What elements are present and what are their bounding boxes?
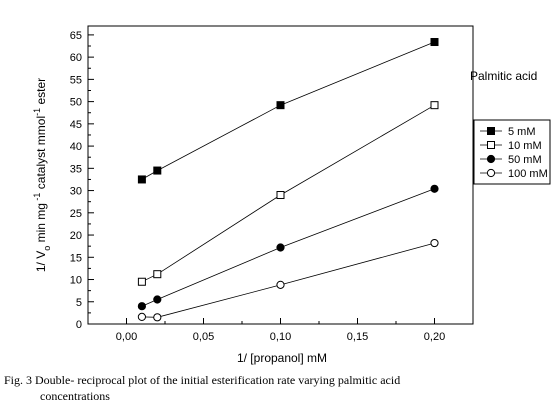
figure-caption: Fig. 3 Double- reciprocal plot of the in… xyxy=(4,372,544,404)
series-1 xyxy=(137,38,439,184)
legend-title: Palmitic acid xyxy=(470,69,537,83)
y-tick-label: 50 xyxy=(70,97,82,109)
y-axis-title-part-c: catalyst mmol xyxy=(34,116,48,193)
y-axis-ticks: 0 5 10 15 20 25 30 35 40 45 50 55 60 65 xyxy=(70,30,94,331)
y-axis-title-sub: o xyxy=(42,246,52,251)
y-tick-label: 60 xyxy=(70,52,82,64)
y-axis-title-part-b: min mg xyxy=(34,203,48,246)
series-line xyxy=(141,188,435,307)
legend-label: 5 mM xyxy=(508,126,536,138)
y-tick-label: 30 xyxy=(70,186,82,198)
series-line xyxy=(141,41,435,180)
figure-caption-line2: concentrations xyxy=(40,389,110,403)
legend-marker xyxy=(486,154,496,164)
data-point xyxy=(276,280,285,289)
x-tick-label: 0,15 xyxy=(347,331,368,343)
y-axis-title-part-d: ester xyxy=(34,78,48,108)
series-layer xyxy=(137,38,439,322)
y-axis-title: 1/ Vo min mg -1 catalyst mmol-1 ester xyxy=(32,78,52,272)
data-point xyxy=(430,184,439,193)
x-tick-label: 0,20 xyxy=(424,331,445,343)
figure-caption-line1: Fig. 3 Double- reciprocal plot of the in… xyxy=(4,373,401,387)
legend-marker xyxy=(487,127,495,135)
data-point xyxy=(276,191,285,200)
y-tick-label: 15 xyxy=(70,252,82,264)
legend-items: 5 mM 10 mM 50 mM 100 mM xyxy=(480,126,548,180)
x-tick-label: 0,10 xyxy=(270,331,291,343)
legend-label: 50 mM xyxy=(508,154,542,166)
y-tick-label: 65 xyxy=(70,30,82,42)
data-point xyxy=(153,270,162,279)
data-point xyxy=(137,175,146,184)
data-point xyxy=(153,166,162,175)
data-point xyxy=(153,295,162,304)
data-point xyxy=(137,312,146,321)
legend-marker xyxy=(486,168,496,178)
legend-label: 10 mM xyxy=(508,140,542,152)
legend-entry: 100 mM xyxy=(480,168,548,180)
y-axis-title-part-a: 1/ V xyxy=(34,251,48,272)
y-tick-label: 5 xyxy=(76,297,82,309)
data-point xyxy=(137,277,146,286)
legend-marker xyxy=(487,141,495,149)
y-axis-title-sup2: -1 xyxy=(32,108,42,116)
y-tick-label: 35 xyxy=(70,163,82,175)
series-4 xyxy=(137,238,439,322)
series-line xyxy=(141,242,435,318)
legend-label: 100 mM xyxy=(508,168,548,180)
data-point xyxy=(430,238,439,248)
y-tick-label: 20 xyxy=(70,230,82,242)
data-point xyxy=(430,38,439,47)
data-point xyxy=(137,302,146,311)
legend-entry: 5 mM xyxy=(480,126,536,138)
y-axis-title-sup1: -1 xyxy=(32,193,42,204)
legend-entry: 50 mM xyxy=(480,154,542,166)
x-tick-label: 0,00 xyxy=(116,331,137,343)
data-point xyxy=(430,101,439,110)
data-point xyxy=(153,313,162,322)
x-axis-ticks: 0,00 0,05 0,10 0,15 0,20 xyxy=(87,318,474,343)
legend-entry: 10 mM xyxy=(480,140,542,152)
series-line xyxy=(141,104,435,283)
y-tick-label: 40 xyxy=(70,141,82,153)
series-2 xyxy=(137,101,439,286)
data-point xyxy=(276,101,285,110)
series-3 xyxy=(137,184,439,311)
data-point xyxy=(276,243,285,252)
y-tick-label: 10 xyxy=(70,275,82,287)
y-tick-label: 55 xyxy=(70,74,82,86)
x-axis-title: 1/ [propanol] mM xyxy=(237,351,327,365)
x-tick-label: 0,05 xyxy=(193,331,214,343)
y-tick-label: 0 xyxy=(76,319,82,331)
y-tick-label: 45 xyxy=(70,119,82,131)
y-tick-label: 25 xyxy=(70,208,82,220)
